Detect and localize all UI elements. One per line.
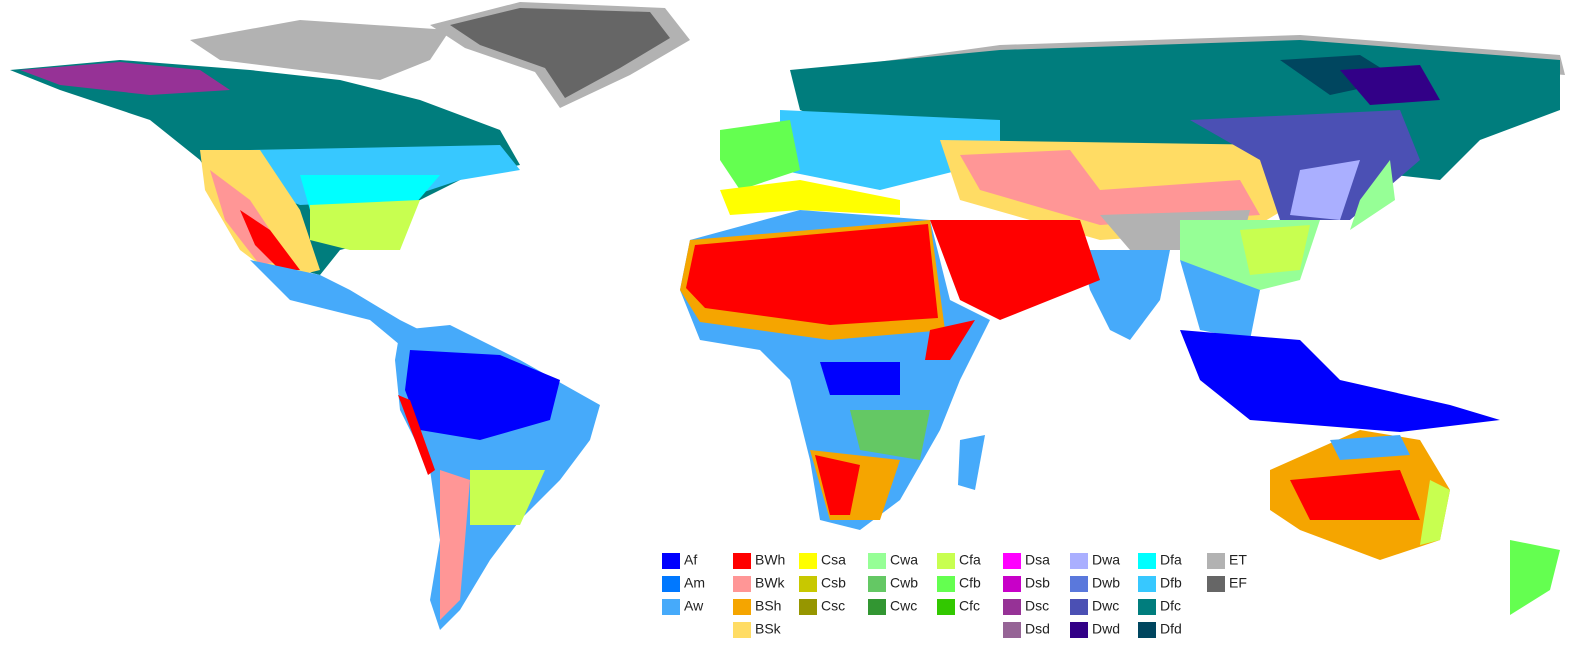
legend: Af Am Aw BWh BWk BSh BSk Csa Csb Csc Cwa Cwb Cwc Cfa C… xyxy=(662,552,1247,638)
legend-label: BSh xyxy=(755,598,781,614)
region xyxy=(1290,160,1360,220)
legend-swatch xyxy=(868,576,886,592)
legend-label: Dwc xyxy=(1092,598,1119,614)
legend-label: BWh xyxy=(755,552,785,568)
region xyxy=(1240,225,1310,275)
region xyxy=(720,120,800,190)
legend-swatch xyxy=(1138,599,1156,615)
legend-label: ET xyxy=(1229,552,1247,568)
region xyxy=(310,200,420,250)
region xyxy=(250,260,420,345)
legend-label: Dwb xyxy=(1092,575,1120,591)
region xyxy=(930,220,1100,320)
legend-label: Cwc xyxy=(890,598,917,614)
legend-swatch xyxy=(1003,576,1021,592)
legend-label: Dfd xyxy=(1160,621,1182,637)
legend-swatch xyxy=(1138,622,1156,638)
region xyxy=(1180,260,1260,340)
legend-label: Dwd xyxy=(1092,621,1120,637)
region xyxy=(820,362,900,395)
region xyxy=(850,410,930,460)
region xyxy=(190,20,450,80)
region xyxy=(925,320,975,360)
legend-swatch xyxy=(799,599,817,615)
legend-label: BWk xyxy=(755,575,786,591)
legend-label: Cfa xyxy=(959,552,981,568)
region xyxy=(1290,470,1420,520)
legend-swatch xyxy=(799,576,817,592)
region xyxy=(1180,330,1500,432)
legend-swatch xyxy=(1003,622,1021,638)
legend-swatch xyxy=(937,553,955,569)
legend-swatch xyxy=(799,553,817,569)
legend-label: Af xyxy=(684,552,697,568)
legend-label: Dsa xyxy=(1025,552,1050,568)
legend-label: Dfc xyxy=(1160,598,1181,614)
legend-label: Aw xyxy=(684,598,704,614)
region xyxy=(720,180,900,215)
region xyxy=(398,395,435,475)
region xyxy=(1190,110,1420,220)
region xyxy=(470,470,545,525)
region xyxy=(1080,250,1170,340)
legend-label: Dsc xyxy=(1025,598,1049,614)
region xyxy=(440,470,470,620)
region xyxy=(1350,160,1395,230)
legend-swatch xyxy=(733,553,751,569)
legend-swatch xyxy=(1070,599,1088,615)
legend-label: Dsb xyxy=(1025,575,1050,591)
legend-swatch xyxy=(1003,553,1021,569)
legend-swatch xyxy=(1207,553,1225,569)
legend-label: Dsd xyxy=(1025,621,1050,637)
legend-swatch xyxy=(868,553,886,569)
legend-swatch xyxy=(1003,599,1021,615)
land xyxy=(10,2,1565,630)
legend-label: Cwb xyxy=(890,575,918,591)
legend-swatch xyxy=(868,599,886,615)
legend-swatch xyxy=(1138,553,1156,569)
legend-swatch xyxy=(662,599,680,615)
region xyxy=(958,435,985,490)
region xyxy=(815,455,860,515)
legend-label: Cwa xyxy=(890,552,918,568)
region xyxy=(686,224,938,325)
legend-label: Dfa xyxy=(1160,552,1182,568)
legend-label: Cfb xyxy=(959,575,981,591)
region xyxy=(1250,355,1310,405)
legend-label: Dfb xyxy=(1160,575,1182,591)
region xyxy=(960,150,1260,225)
legend-swatch xyxy=(1138,576,1156,592)
legend-swatch xyxy=(1070,622,1088,638)
legend-swatch xyxy=(662,553,680,569)
legend-label: BSk xyxy=(755,621,782,637)
region xyxy=(1420,480,1450,545)
legend-label: Csb xyxy=(821,575,846,591)
legend-label: Csc xyxy=(821,598,845,614)
legend-swatch xyxy=(1207,576,1225,592)
legend-label: Am xyxy=(684,575,705,591)
region xyxy=(1340,65,1440,105)
region xyxy=(1510,540,1560,615)
region xyxy=(450,8,670,98)
region xyxy=(20,62,230,95)
legend-swatch xyxy=(733,576,751,592)
legend-swatch xyxy=(733,599,751,615)
legend-swatch xyxy=(662,576,680,592)
legend-swatch xyxy=(1070,553,1088,569)
region xyxy=(405,350,560,440)
region xyxy=(1330,435,1410,460)
region xyxy=(780,110,1000,190)
legend-swatch xyxy=(1070,576,1088,592)
legend-label: Dwa xyxy=(1092,552,1120,568)
region xyxy=(240,210,300,270)
legend-label: Cfc xyxy=(959,598,980,614)
legend-swatch xyxy=(937,599,955,615)
legend-swatch xyxy=(733,622,751,638)
legend-label: EF xyxy=(1229,575,1247,591)
legend-label: Csa xyxy=(821,552,846,568)
legend-swatch xyxy=(937,576,955,592)
